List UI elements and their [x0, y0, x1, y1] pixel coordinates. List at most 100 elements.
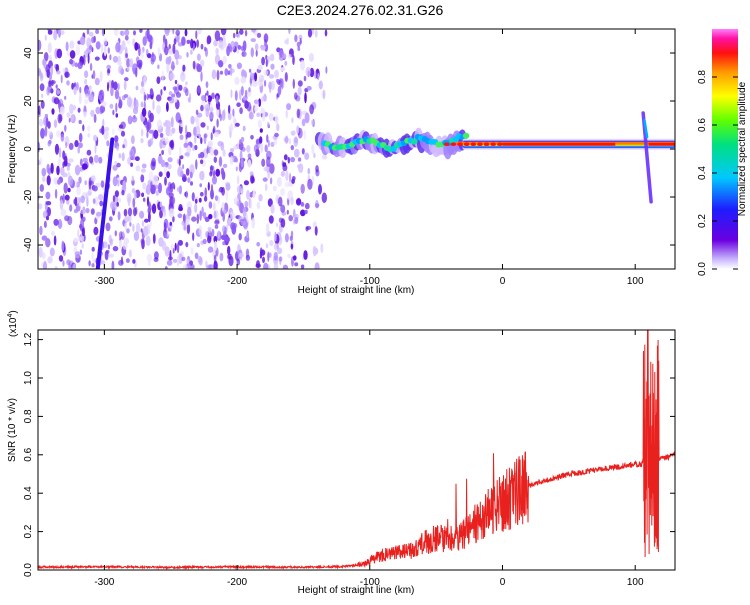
- heatmap-noise-blob: [51, 108, 55, 115]
- heatmap-noise-blob: [293, 92, 298, 100]
- heatmap-noise-blob: [190, 115, 195, 125]
- heatmap-noise-blob: [230, 148, 234, 153]
- heatmap-noise-blob: [276, 176, 282, 187]
- heatmap-noise-blob: [296, 108, 300, 119]
- heatmap-noise-blob: [192, 60, 196, 70]
- heatmap-noise-blob: [108, 216, 113, 222]
- heatmap-noise-blob: [236, 102, 241, 107]
- heatmap-noise-blob: [300, 264, 305, 269]
- heatmap-noise-blob: [221, 201, 225, 212]
- heatmap-noise-blob: [192, 144, 196, 152]
- heatmap-noise-blob: [157, 64, 160, 70]
- heatmap-noise-blob: [131, 135, 135, 145]
- heatmap-noise-blob: [208, 201, 213, 209]
- colorbar-tick-label: 0.4: [697, 166, 708, 180]
- heatmap-noise-blob: [274, 115, 279, 125]
- heatmap-noise-blob: [194, 116, 199, 123]
- heatmap-noise-blob: [79, 36, 86, 46]
- heatmap-noise-blob: [131, 188, 136, 194]
- heatmap-noise-blob: [161, 150, 165, 155]
- colorbar-label: Normalized spectral amplitude: [737, 81, 748, 216]
- heatmap-noise-blob: [218, 156, 223, 167]
- heatmap-noise-blob: [116, 145, 119, 152]
- heatmap-noise-blob: [248, 86, 251, 93]
- heatmap-noise-blob: [309, 104, 314, 115]
- heatmap-noise-blob: [260, 249, 266, 256]
- heatmap-noise-blob: [143, 101, 146, 110]
- heatmap-noise-blob: [251, 217, 255, 229]
- heatmap-noise-blob: [230, 67, 233, 77]
- heatmap-noise-blob: [53, 235, 57, 246]
- heatmap-noise-blob: [221, 186, 226, 196]
- heatmap-noise-blob: [296, 125, 300, 134]
- heatmap-noise-blob: [95, 29, 100, 35]
- snr-content: [38, 330, 675, 570]
- heatmap-noise-blob: [76, 187, 81, 196]
- heatmap-noise-blob: [100, 43, 104, 54]
- heatmap-noise-blob: [95, 211, 102, 217]
- heatmap-noise-blob: [240, 76, 247, 84]
- heatmap-noise-blob: [171, 243, 174, 252]
- heatmap-noise-blob: [196, 53, 201, 61]
- heatmap-noise-blob: [281, 227, 284, 231]
- heatmap-noise-blob: [114, 89, 120, 100]
- heatmap-noise-blob: [261, 158, 266, 167]
- heatmap-noise-blob: [62, 260, 65, 267]
- heatmap-noise-blob: [77, 61, 83, 70]
- heatmap-noise-blob: [278, 256, 283, 262]
- heatmap-noise-blob: [200, 104, 204, 112]
- heatmap-noise-blob: [60, 74, 63, 84]
- heatmap-noise-blob: [300, 59, 305, 71]
- heatmap-noise-blob: [130, 162, 134, 167]
- heatmap-noise-blob: [182, 176, 187, 182]
- heatmap-noise-blob: [218, 39, 223, 49]
- heatmap-noise-blob: [38, 141, 41, 153]
- heatmap-noise-blob: [84, 98, 89, 105]
- heatmap-noise-blob: [39, 157, 43, 166]
- snr-series-line: [38, 330, 675, 570]
- heatmap-noise-blob: [127, 66, 130, 71]
- heatmap-noise-blob: [212, 175, 217, 185]
- heatmap-noise-blob: [127, 196, 131, 207]
- heatmap-noise-blob: [164, 45, 169, 56]
- heatmap-noise-blob: [148, 260, 151, 266]
- heatmap-noise-blob: [263, 166, 269, 172]
- heatmap-noise-blob: [78, 119, 82, 125]
- heatmap-noise-blob: [207, 95, 213, 103]
- heatmap-noise-blob: [238, 202, 244, 213]
- heatmap-noise-blob: [182, 164, 185, 170]
- heatmap-noise-blob: [286, 209, 289, 215]
- heatmap-noise-blob: [317, 72, 320, 81]
- heatmap-noise-blob: [290, 156, 296, 163]
- heatmap-noise-blob: [242, 207, 247, 218]
- heatmap-noise-blob: [278, 49, 284, 58]
- heatmap-noise-blob: [200, 159, 204, 164]
- heatmap-noise-blob: [267, 139, 270, 148]
- heatmap-noise-blob: [186, 39, 191, 45]
- heatmap-noise-blob: [88, 260, 91, 267]
- heatmap-noise-blob: [57, 113, 62, 124]
- x-tick-label: 100: [627, 577, 644, 588]
- heatmap-noise-blob: [91, 263, 95, 268]
- heatmap-noise-blob: [123, 94, 129, 98]
- heatmap-noise-blob: [159, 139, 163, 150]
- heatmap-noise-blob: [189, 260, 193, 266]
- heatmap-noise-blob: [44, 125, 48, 137]
- heatmap-noise-blob: [270, 80, 275, 91]
- heatmap-noise-blob: [99, 200, 104, 207]
- heatmap-noise-blob: [141, 80, 144, 87]
- heatmap-noise-blob: [207, 181, 210, 191]
- heatmap-y-ticks: -40 -20 0 20 40: [23, 47, 675, 252]
- heatmap-noise-blob: [56, 70, 61, 75]
- heatmap-noise-blob: [143, 225, 149, 237]
- heatmap-noise-blob: [225, 183, 231, 191]
- heatmap-noise-blob: [281, 78, 284, 90]
- heatmap-noise-blob: [114, 190, 119, 198]
- heatmap-noise-blob: [218, 60, 224, 68]
- heatmap-noise-blob: [239, 29, 244, 35]
- heatmap-noise-blob: [287, 253, 291, 259]
- x-tick-label: -300: [94, 276, 114, 287]
- heatmap-noise-blob: [263, 262, 269, 269]
- heatmap-noise-blob: [235, 122, 240, 127]
- heatmap-noise-blob: [118, 65, 124, 74]
